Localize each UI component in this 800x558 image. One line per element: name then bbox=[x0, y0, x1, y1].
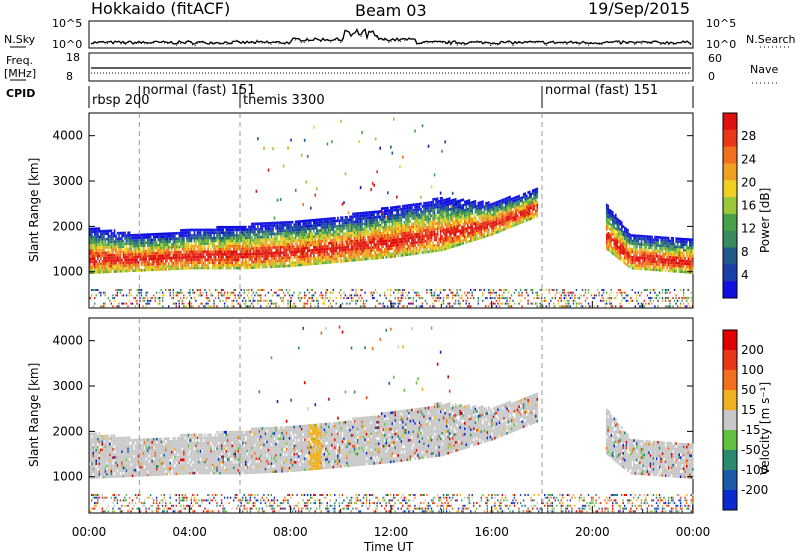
colorbar-tick-label: 16 bbox=[741, 199, 756, 213]
cpid-mode-label: normal (fast) 151 bbox=[545, 83, 658, 98]
colorbar-tick-label: 50 bbox=[741, 383, 756, 397]
colorbar-segment bbox=[723, 350, 737, 371]
freq-tick-top: 18 bbox=[66, 51, 80, 64]
radar-title: Hokkaido (fitACF) bbox=[91, 0, 230, 18]
colorbar-segment bbox=[723, 490, 737, 511]
colorbar-tick-label: 20 bbox=[741, 175, 756, 189]
colorbar-segment bbox=[723, 430, 737, 451]
power-colorbar-label: Power [dB] bbox=[758, 188, 772, 253]
colorbar-tick-label: 24 bbox=[741, 152, 756, 166]
ytick-label: 1000 bbox=[52, 265, 83, 279]
noise-sky-trace bbox=[91, 29, 691, 44]
ytick-label: 4000 bbox=[52, 334, 83, 348]
colorbar-tick-label: 15 bbox=[741, 403, 756, 417]
xtick-label: 08:00 bbox=[273, 525, 308, 539]
date-label: 19/Sep/2015 bbox=[588, 0, 690, 18]
colorbar-segment bbox=[723, 113, 737, 130]
colorbar-segment bbox=[723, 180, 737, 197]
velocity-ylabel: Slant Range [km] bbox=[27, 363, 41, 467]
velocity-colorbar-label: Velocity [m s⁻¹] bbox=[758, 382, 772, 475]
noise-right-tick-bottom: 10^0 bbox=[706, 38, 736, 51]
power-colorbar: 28 24 20 16 12 8 4 bbox=[723, 113, 756, 299]
cpid-label: CPID bbox=[6, 87, 35, 100]
colorbar-tick-label: 28 bbox=[741, 129, 756, 143]
ytick-label: 4000 bbox=[52, 129, 83, 143]
ytick-label: 2000 bbox=[52, 424, 83, 438]
xtick-label: 04:00 bbox=[172, 525, 207, 539]
colorbar-segment bbox=[723, 163, 737, 180]
colorbar-tick-label: 100 bbox=[741, 363, 764, 377]
colorbar-segment bbox=[723, 470, 737, 491]
colorbar-segment bbox=[723, 264, 737, 281]
colorbar-segment bbox=[723, 370, 737, 391]
beam-label: Beam 03 bbox=[355, 1, 427, 20]
ytick-label: 1000 bbox=[52, 470, 83, 484]
xtick-label: 16:00 bbox=[474, 525, 509, 539]
noise-left-tick-bottom: 10^0 bbox=[52, 38, 82, 51]
colorbar-segment bbox=[723, 214, 737, 231]
colorbar-tick-label: -200 bbox=[741, 483, 768, 497]
colorbar-segment bbox=[723, 330, 737, 351]
ytick-label: 3000 bbox=[52, 379, 83, 393]
power-ylabel: Slant Range [km] bbox=[27, 158, 41, 262]
colorbar-segment bbox=[723, 197, 737, 214]
colorbar-tick-label: 12 bbox=[741, 222, 756, 236]
colorbar-segment bbox=[723, 147, 737, 164]
noise-right-label: N.Search bbox=[746, 33, 796, 46]
colorbar-segment bbox=[723, 281, 737, 298]
colorbar-segment bbox=[723, 410, 737, 431]
nave-label: Nave bbox=[750, 63, 778, 76]
colorbar-segment bbox=[723, 231, 737, 248]
colorbar-tick-label: 8 bbox=[741, 245, 749, 259]
colorbar-tick-label: 200 bbox=[741, 343, 764, 357]
xtick-label: 00:00 bbox=[676, 525, 711, 539]
xtick-label: 00:00 bbox=[72, 525, 107, 539]
freq-panel bbox=[89, 53, 693, 81]
xtick-label: 12:00 bbox=[374, 525, 409, 539]
ytick-label: 3000 bbox=[52, 174, 83, 188]
noise-panel bbox=[89, 21, 693, 48]
colorbar-segment bbox=[723, 450, 737, 471]
ytick-label: 2000 bbox=[52, 219, 83, 233]
cpid-mode-label: rbsp 200 bbox=[92, 93, 150, 108]
noise-left-label: N.Sky bbox=[4, 33, 36, 46]
cpid-mode-label: themis 3300 bbox=[243, 93, 325, 108]
noise-left-tick-top: 10^5 bbox=[52, 17, 82, 30]
freq-label-bottom: [MHz] bbox=[4, 67, 36, 80]
freq-label-top: Freq. bbox=[6, 54, 33, 67]
nave-tick-bottom: 0 bbox=[708, 70, 715, 83]
colorbar-tick-label: 4 bbox=[741, 268, 749, 282]
noise-right-tick-top: 10^5 bbox=[706, 17, 736, 30]
time-xlabel: Time UT bbox=[363, 540, 414, 554]
colorbar-segment bbox=[723, 248, 737, 265]
nave-tick-top: 60 bbox=[708, 52, 722, 65]
cpid-mode-label: normal (fast) 151 bbox=[142, 83, 255, 98]
colorbar-segment bbox=[723, 130, 737, 147]
xtick-label: 20:00 bbox=[575, 525, 610, 539]
colorbar-segment bbox=[723, 390, 737, 411]
freq-tick-bottom: 8 bbox=[66, 70, 73, 83]
